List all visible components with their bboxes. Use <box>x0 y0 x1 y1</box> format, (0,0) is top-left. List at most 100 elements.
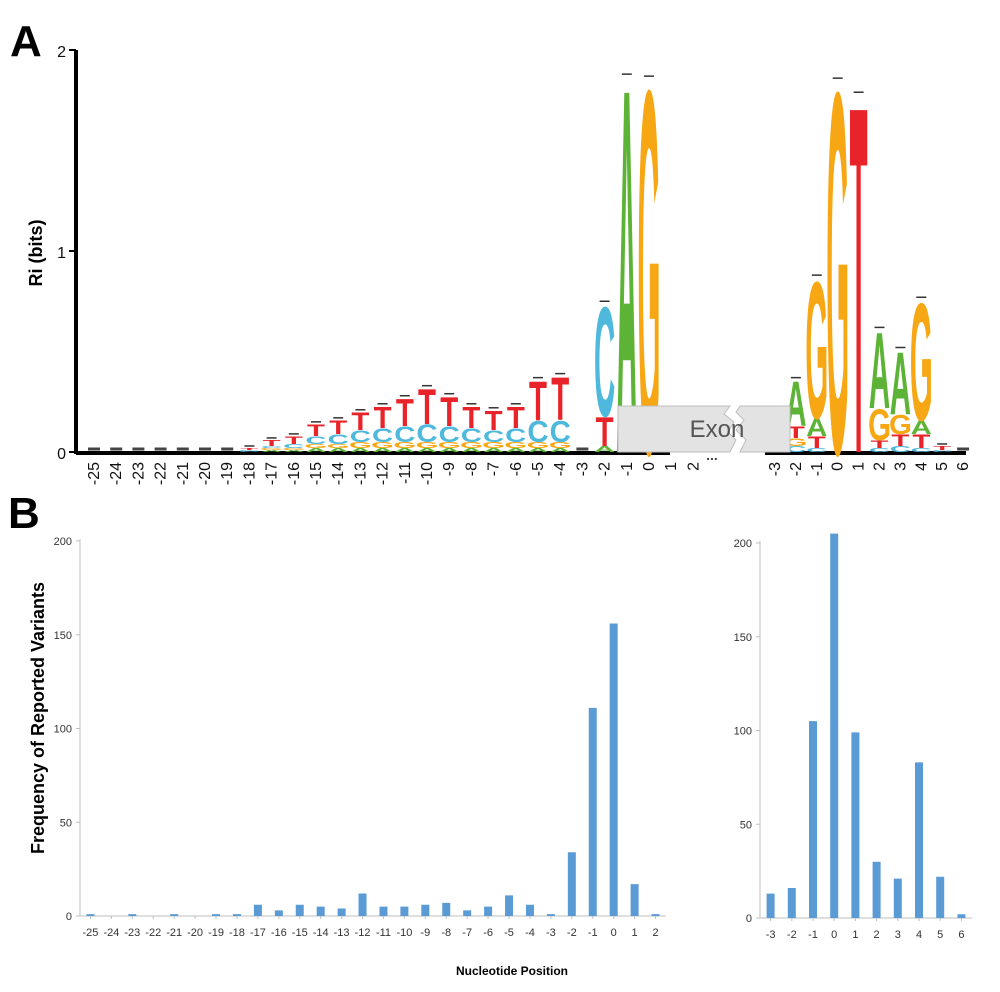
logo-letter-t: T <box>933 445 951 451</box>
logo-letter-t: T <box>529 371 547 432</box>
bar-chart-x-tick-label: -9 <box>420 927 430 939</box>
logo-position-label: -16 <box>286 462 303 485</box>
logo-letter-c: C <box>394 421 415 447</box>
panel-b-x-axis-label: Nucleotide Position <box>456 964 568 978</box>
logo-letter-g: G <box>910 269 933 456</box>
bar-chart-x-tick-label: -11 <box>376 927 391 939</box>
logo-letter-c: C <box>261 446 282 449</box>
logo-letter-t: T <box>596 408 614 455</box>
bar-chart-y-tick-label: 200 <box>734 538 752 550</box>
bar-chart-x-tick-label: 6 <box>958 929 964 941</box>
logo-position-label: -23 <box>130 462 147 485</box>
bar-chart-x-tick-label: -8 <box>441 927 451 939</box>
logo-letter-a: A <box>328 447 349 453</box>
logo-position-label: -4 <box>552 462 569 476</box>
variant-bar <box>525 904 534 916</box>
variant-bar <box>567 852 576 916</box>
bar-chart-y-tick-label: 0 <box>746 913 752 925</box>
logo-position-label: -1 <box>619 462 636 476</box>
acceptor-logo: -25 -24 -23 -22 -21 -20 -19 -18CT-17AGCT-16AGCT… <box>76 0 702 564</box>
logo-letter-a: A <box>261 450 282 453</box>
logo-position-label: 2 <box>872 462 889 471</box>
bar-chart-x-tick-label: -2 <box>787 929 797 941</box>
logo-letter-t: T <box>374 401 393 435</box>
logo-letter-t: T <box>912 431 930 453</box>
bar-chart-y-tick-label: 50 <box>60 817 72 829</box>
logo-position-label: -10 <box>419 462 436 485</box>
logo-letter-c: C <box>483 427 504 446</box>
variant-bar <box>295 904 304 916</box>
bar-chart-x-tick-label: -24 <box>103 927 119 939</box>
variant-bar <box>358 893 367 916</box>
bar-chart-x-tick-label: -6 <box>483 927 493 939</box>
logo-letter-g: G <box>305 443 328 449</box>
variant-bar <box>872 861 881 918</box>
logo-letter-c: C <box>439 421 460 447</box>
logo-position-label: -20 <box>197 462 214 485</box>
logo-position-label: -7 <box>486 462 503 476</box>
bar-chart-y-tick-label: 0 <box>66 911 72 923</box>
bar-chart-x-tick-label: 4 <box>916 929 922 941</box>
bar-chart-x-tick-label: 0 <box>831 929 837 941</box>
bar-chart-y-tick-label: 200 <box>54 536 72 548</box>
logo-letter-g: G <box>482 440 505 450</box>
logo-letter-c: C <box>461 425 482 447</box>
variant-bar <box>400 906 409 916</box>
variant-bar <box>316 906 325 916</box>
logo-letter-g: G <box>460 440 483 450</box>
logo-position-label: 1 <box>663 462 680 471</box>
bar-chart-x-tick-label: -10 <box>396 927 412 939</box>
logo-letter-c: C <box>890 444 912 454</box>
variant-bar <box>86 914 95 916</box>
logo-position-label: 6 <box>955 462 972 471</box>
logo-letter-t: T <box>351 407 369 435</box>
logo-position-label: 3 <box>892 462 909 471</box>
variant-bar <box>442 902 451 916</box>
logo-position-label: -6 <box>508 462 525 476</box>
logo-letter-t: T <box>263 438 281 448</box>
logo-letter-a: A <box>616 0 637 564</box>
logo-position-label: -8 <box>463 462 480 476</box>
panel-a-y-tick-label: 0 <box>57 446 66 463</box>
variant-bar <box>851 732 860 918</box>
logo-position-label: -2 <box>788 462 805 476</box>
logo-letter-t: T <box>871 438 890 451</box>
panel-b-bar-charts: Frequency of Reported Variants Nucleotid… <box>28 533 972 978</box>
panel-a-y-axis: 0 1 2 <box>57 44 78 463</box>
logo-position-label: 2 <box>685 462 702 471</box>
logo-letter-c: C <box>911 447 932 453</box>
logo-letter-g: G <box>527 440 550 450</box>
bar-chart-x-tick-label: -25 <box>83 927 99 939</box>
logo-letter-a: A <box>594 444 616 454</box>
logo-letter-c: C <box>594 274 615 449</box>
variant-bar <box>546 914 555 916</box>
logo-letter-c: C <box>785 444 807 454</box>
logo-position-label: -3 <box>574 462 591 476</box>
variant-bar <box>505 895 514 916</box>
logo-letter-c: C <box>869 447 890 453</box>
logo-letter-c: C <box>416 419 437 447</box>
logo-letter-a: A <box>439 447 460 453</box>
logo-letter-t: T <box>440 388 458 435</box>
logo-letter-g: G <box>638 0 661 562</box>
logo-letter-c: C <box>806 447 827 453</box>
logo-position-label: -2 <box>597 462 614 476</box>
variant-bar <box>274 910 283 916</box>
logo-letter-c: C <box>527 415 548 449</box>
logo-letter-a: A <box>372 447 393 453</box>
bar-chart-x-tick-label: -1 <box>808 929 818 941</box>
variant-bar <box>253 904 262 916</box>
logo-letter-a: A <box>283 450 304 453</box>
bar-chart-x-tick-label: -5 <box>504 927 514 939</box>
logo-letter-c: C <box>550 415 571 449</box>
logo-position-label: -9 <box>441 462 458 476</box>
logo-letter-t: T <box>307 421 325 440</box>
bar-chart-x-tick-label: -1 <box>588 927 598 939</box>
logo-position-label: -24 <box>108 462 125 485</box>
variant-bar <box>630 884 639 916</box>
variant-bar <box>337 908 346 916</box>
bar-chart-x-tick-label: 1 <box>632 927 638 939</box>
variant-bar <box>463 910 472 916</box>
logo-letter-a: A <box>305 447 326 453</box>
bar-chart-x-tick-label: -16 <box>271 927 287 939</box>
